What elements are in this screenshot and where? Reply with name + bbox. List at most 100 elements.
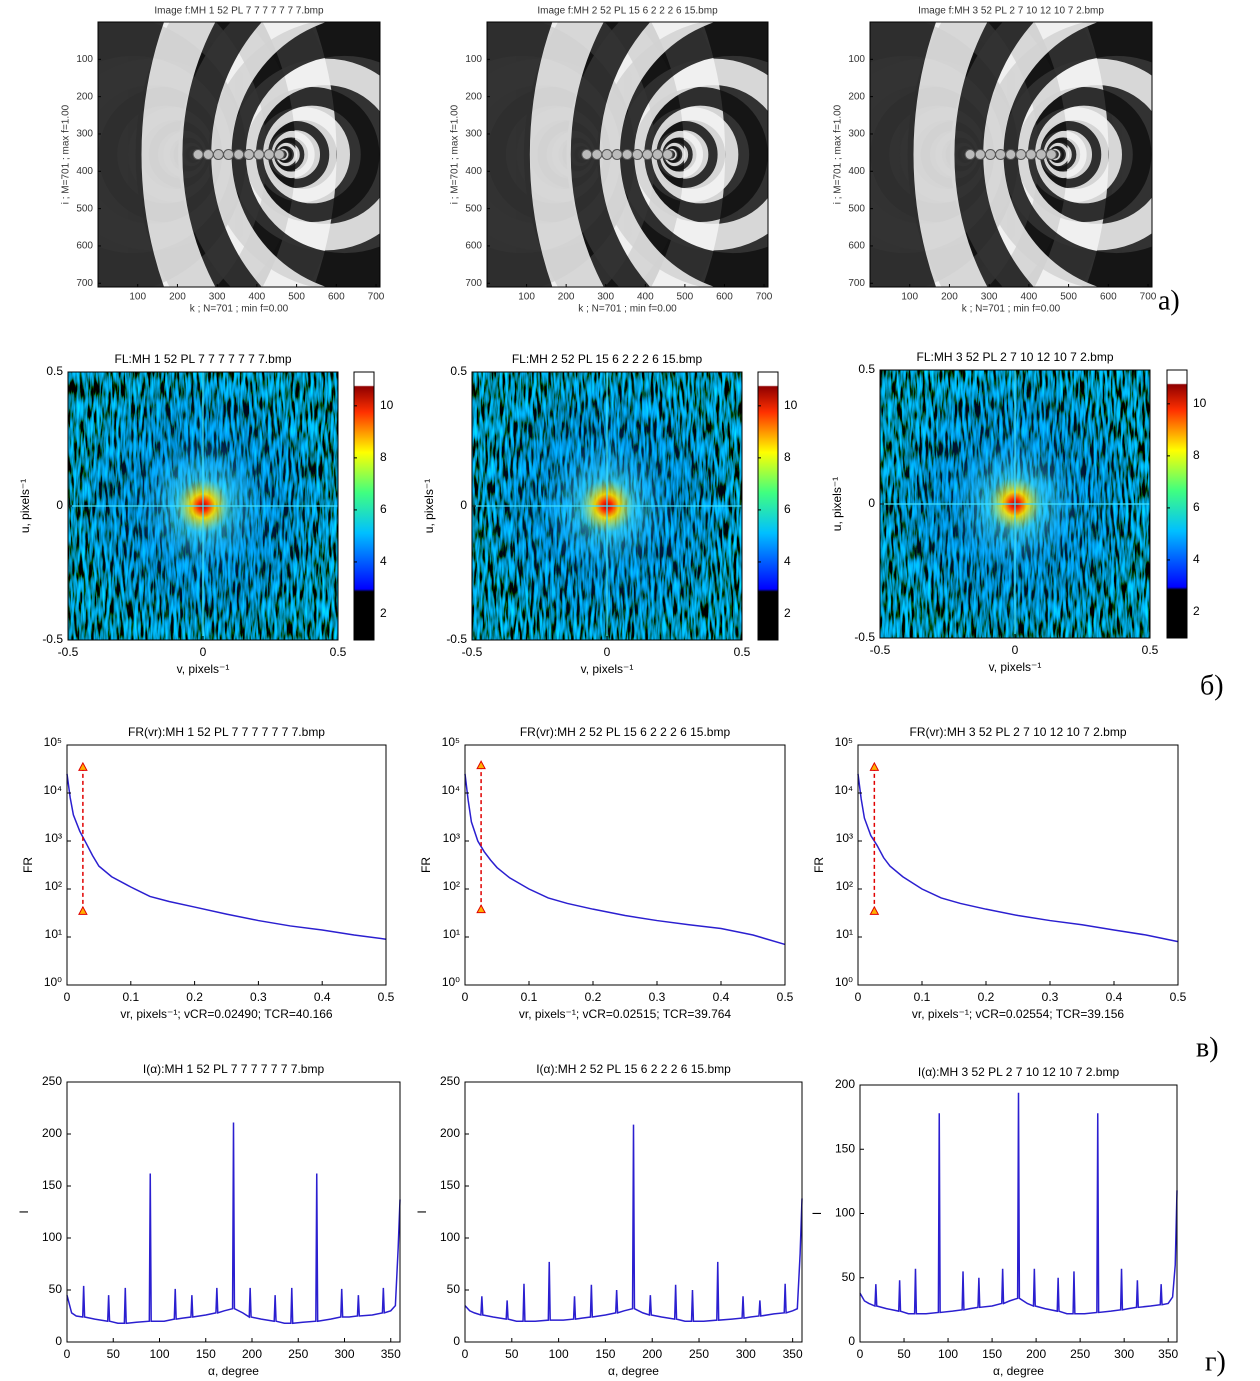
x-axis-label: vr, pixels⁻¹; vCR=0.02554; TCR=39.156	[912, 1007, 1125, 1021]
y-tick-label: 200	[848, 91, 865, 102]
image-dot	[223, 149, 235, 160]
image-dot	[233, 149, 245, 160]
x-tick-label: 0.5	[777, 990, 794, 1004]
chart-title: FL:MH 1 52 PL 7 7 7 7 7 7 7.bmp	[115, 352, 292, 366]
x-tick-label: 600	[716, 292, 733, 303]
critical-marker	[869, 905, 880, 915]
y-tick-label: 50	[49, 1282, 63, 1296]
y-tick-label: 200	[76, 91, 93, 102]
image-dot	[591, 149, 603, 160]
y-tick-label: 10²	[45, 879, 62, 893]
image-dot	[611, 149, 623, 160]
x-tick-label: 0	[604, 645, 611, 659]
image	[487, 22, 768, 287]
x-tick-label: 150	[595, 1347, 615, 1361]
image-dot	[984, 149, 996, 160]
y-tick-label: 10⁵	[44, 735, 62, 749]
image-dot	[1035, 149, 1047, 160]
y-axis-label: u, pixels⁻¹	[830, 477, 844, 531]
x-axis-label: k ; N=701 ; min f=0.00	[962, 304, 1061, 315]
y-tick-label: 700	[76, 278, 93, 289]
colorbar-tick-label: 6	[380, 502, 387, 516]
line	[66, 773, 387, 940]
y-tick-label: 600	[465, 241, 482, 252]
y-tick-label: 250	[440, 1074, 460, 1088]
image-dot	[641, 149, 653, 160]
line	[66, 1122, 401, 1325]
colorbar	[757, 371, 779, 641]
x-tick-label: 500	[677, 292, 694, 303]
image-dot	[581, 149, 593, 160]
y-axis-label: i ; M=701 ; max f=1.00	[61, 104, 72, 204]
plot-frame	[464, 1081, 803, 1343]
colorbar	[1166, 369, 1188, 639]
y-axis-label: FR	[419, 857, 433, 873]
x-tick-label: -0.5	[462, 645, 483, 659]
x-tick-label: 150	[196, 1347, 216, 1361]
colorbar-tick-label: 8	[380, 450, 387, 464]
x-tick-label: 0	[857, 1347, 864, 1361]
x-tick-label: 300	[597, 292, 614, 303]
y-tick-label: 100	[848, 54, 865, 65]
x-axis-label: k ; N=701 ; min f=0.00	[190, 304, 289, 315]
panel-label: г)	[1205, 1346, 1226, 1377]
y-tick-label: 10⁰	[44, 975, 62, 989]
plot-frame	[66, 1081, 401, 1343]
x-tick-label: 0.4	[1106, 990, 1123, 1004]
y-axis-label: I	[17, 1210, 31, 1213]
y-tick-label: 100	[76, 54, 93, 65]
x-tick-label: 500	[1060, 292, 1077, 303]
colorbar-tick-label: 2	[380, 606, 387, 620]
critical-marker	[78, 905, 88, 915]
x-tick-label: 0.5	[1170, 990, 1187, 1004]
x-tick-label: 300	[981, 292, 998, 303]
x-tick-label: 0.5	[330, 645, 347, 659]
y-tick-label: 100	[465, 54, 482, 65]
x-tick-label: 0	[462, 990, 469, 1004]
x-tick-label: -0.5	[870, 643, 891, 657]
x-axis-label: α, degree	[993, 1364, 1044, 1378]
x-tick-label: 300	[1114, 1347, 1134, 1361]
x-tick-label: 0.4	[314, 990, 331, 1004]
x-tick-label: 400	[637, 292, 654, 303]
y-tick-label: 600	[76, 241, 93, 252]
y-tick-label: 10¹	[836, 927, 853, 941]
critical-marker	[476, 904, 486, 914]
x-tick-label: 200	[169, 292, 186, 303]
x-tick-label: 0.5	[734, 645, 751, 659]
critical-marker	[869, 761, 880, 771]
y-axis-label: i ; M=701 ; max f=1.00	[833, 104, 844, 204]
plot-frame	[97, 21, 381, 288]
chart-title: Image f:MH 3 52 PL 2 7 10 12 10 7 2.bmp	[918, 6, 1104, 17]
y-tick-label: 300	[465, 129, 482, 140]
image-dot	[652, 149, 664, 160]
x-tick-label: 700	[756, 292, 773, 303]
y-tick-label: 200	[835, 1077, 855, 1091]
x-tick-label: 0.4	[713, 990, 730, 1004]
chart-title: I(α):MH 3 52 PL 2 7 10 12 10 7 2.bmp	[918, 1065, 1120, 1079]
chart-title: I(α):MH 1 52 PL 7 7 7 7 7 7 7.bmp	[143, 1062, 325, 1076]
y-tick-label: 10¹	[45, 927, 62, 941]
plot-frame	[66, 744, 387, 986]
colorbar-tick-label: 2	[1193, 604, 1200, 618]
colorbar-tick-label: 4	[1193, 552, 1200, 566]
critical-marker	[78, 761, 88, 771]
x-axis-label: v, pixels⁻¹	[581, 662, 634, 676]
x-tick-label: 0	[1012, 643, 1019, 657]
x-tick-label: 0	[200, 645, 207, 659]
line	[464, 773, 786, 946]
y-axis-label: I	[810, 1212, 824, 1215]
panel-label: а)	[1158, 285, 1180, 316]
y-tick-label: 150	[835, 1141, 855, 1155]
colorbar-tick-label: 4	[380, 554, 387, 568]
y-tick-label: 10⁴	[43, 783, 62, 797]
panel: 0 50 100 150 200 250 300 350 0 50 100 150 200 250 I(α)…	[415, 1062, 803, 1378]
y-tick-label: 10³	[443, 831, 460, 845]
x-axis-label: vr, pixels⁻¹; vCR=0.02515; TCR=39.764	[519, 1007, 732, 1021]
critical-marker	[476, 760, 486, 770]
panel: 0 50 100 150 200 250 300 350 0 50 100 150 200 250 I(α)…	[17, 1062, 401, 1378]
y-tick-label: 500	[465, 203, 482, 214]
y-tick-label: 400	[76, 166, 93, 177]
x-tick-label: 250	[288, 1347, 308, 1361]
x-tick-label: 0	[64, 990, 71, 1004]
